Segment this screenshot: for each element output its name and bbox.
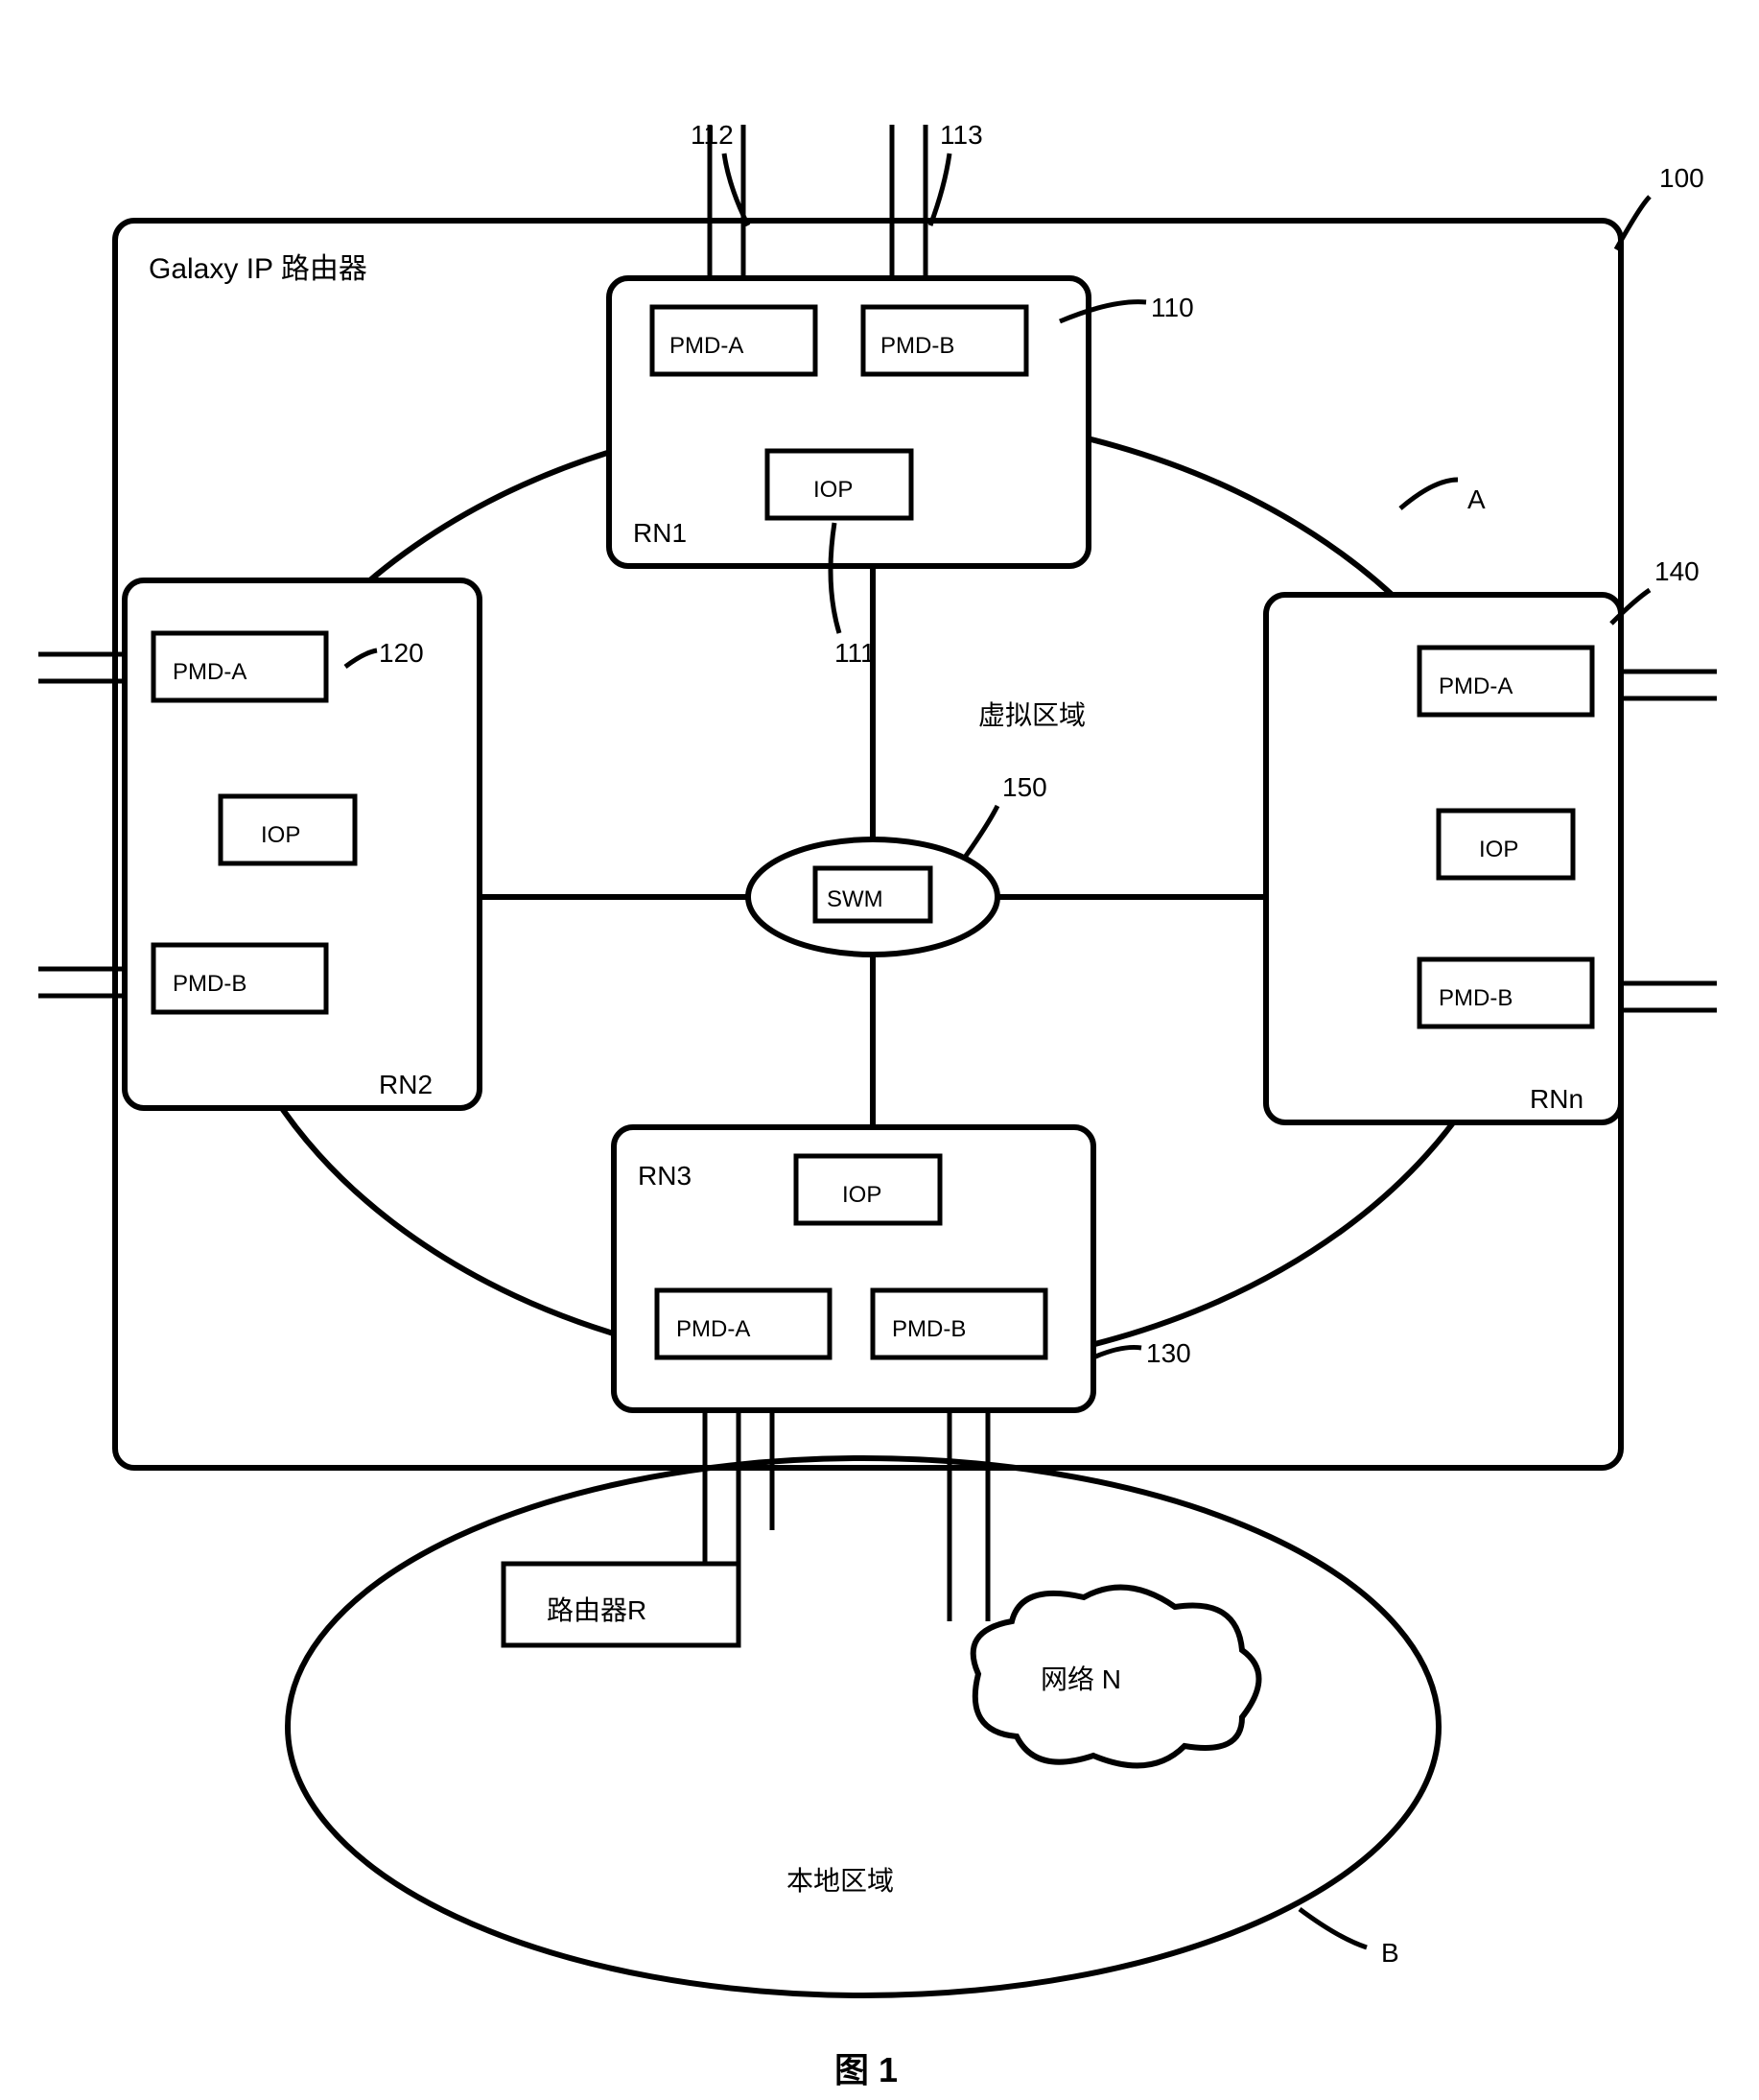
leader-130 (1093, 1347, 1141, 1357)
local-area-ellipse (288, 1458, 1439, 1995)
network-n-label: 网络 N (1041, 1664, 1121, 1694)
ref-150: 150 (1002, 772, 1047, 802)
rnn-iop-label: IOP (1479, 837, 1518, 862)
local-area-label: 本地区域 (786, 1866, 894, 1896)
rn1-pmd-b-label: PMD-B (880, 333, 954, 359)
rnn-pmd-b-label: PMD-B (1439, 985, 1513, 1011)
network-diagram: Galaxy IP 路由器 虚拟区域 A 100 SWM 150 RN1 PMD… (0, 0, 1759, 2100)
rn3-pmd-a-label: PMD-A (676, 1316, 750, 1342)
leader-150 (964, 806, 997, 859)
ref-A: A (1467, 484, 1486, 514)
rn3-ext-lines (705, 1410, 988, 1621)
rn3-iop-label: IOP (842, 1182, 881, 1208)
ref-100: 100 (1659, 163, 1704, 193)
rnn-pmd-a-label: PMD-A (1439, 673, 1513, 699)
ref-111: 111 (834, 638, 876, 668)
rn1-ext-lines (710, 125, 926, 278)
ref-110: 110 (1151, 293, 1194, 322)
rn2-iop-label: IOP (261, 822, 300, 848)
ref-112: 112 (691, 120, 734, 150)
leader-A (1400, 480, 1458, 508)
rn2-ext-lines (38, 654, 125, 996)
leader-100 (1616, 197, 1650, 249)
leader-B (1300, 1909, 1367, 1947)
rnn-ext-lines (1621, 672, 1717, 1010)
virtual-area-label: 虚拟区域 (978, 700, 1086, 730)
ref-B: B (1381, 1938, 1399, 1968)
leader-113 (930, 153, 950, 225)
rnn-name: RNn (1530, 1084, 1583, 1114)
rn2-name: RN2 (379, 1070, 433, 1099)
router-r-label: 路由器R (547, 1595, 646, 1625)
rn1-name: RN1 (633, 518, 687, 548)
ref-140: 140 (1654, 556, 1700, 586)
title-label: Galaxy IP 路由器 (149, 253, 367, 285)
ref-120: 120 (379, 638, 424, 668)
figure-caption: 图 1 (834, 2050, 898, 2089)
ref-130: 130 (1146, 1338, 1191, 1368)
rn1-pmd-a-label: PMD-A (669, 333, 743, 359)
ref-113: 113 (940, 120, 983, 150)
swm-label: SWM (827, 886, 883, 912)
rn3-pmd-b-label: PMD-B (892, 1316, 966, 1342)
rn3-name: RN3 (638, 1161, 692, 1191)
rn2-pmd-b-label: PMD-B (173, 971, 246, 997)
rn2-pmd-a-label: PMD-A (173, 659, 246, 685)
rn1-iop-label: IOP (813, 477, 853, 503)
